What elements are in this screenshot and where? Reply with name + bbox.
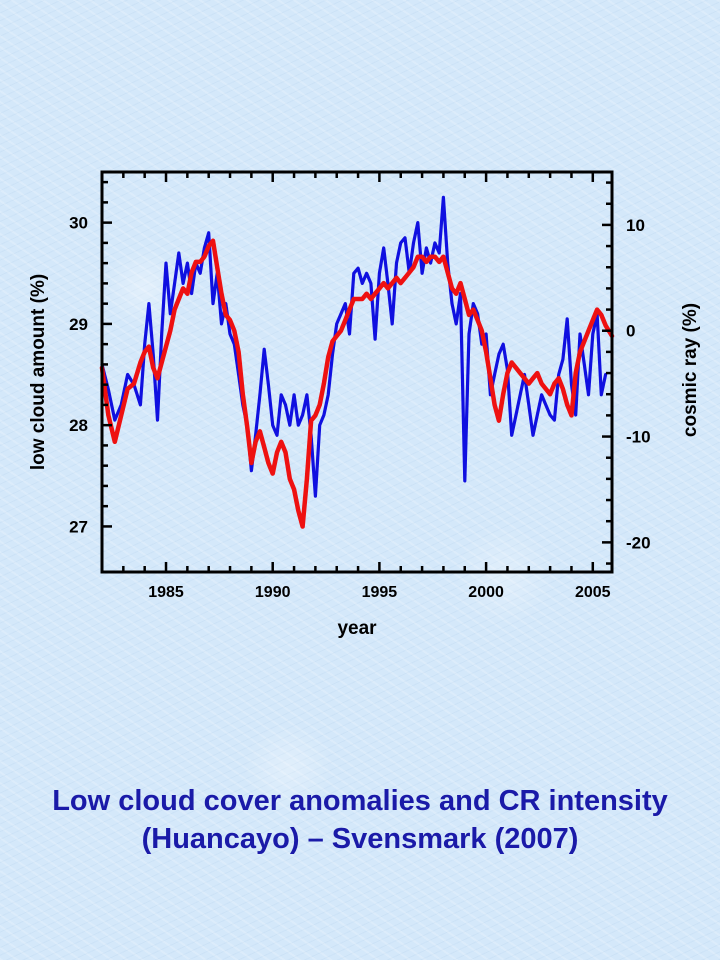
cosmic-ray-line <box>99 238 615 529</box>
y-left-tick-label: 30 <box>69 214 88 233</box>
y-left-tick-label: 28 <box>69 416 88 435</box>
series-layer <box>99 195 615 529</box>
y-right-tick-label: -10 <box>626 428 651 447</box>
line-chart: 1985 1990 1995 2000 2005 27 28 29 30 -20 -10 0 10 ye… <box>28 170 701 639</box>
y-right-tick-label: 0 <box>626 322 635 341</box>
caption-line-1: Low cloud cover anomalies and CR intensi… <box>52 785 668 817</box>
tick-label-layer: 1985 1990 1995 2000 2005 27 28 29 30 -20 -10 0 10 <box>69 214 651 601</box>
y-right-tick-label: -20 <box>626 533 651 552</box>
caption-line-2: (Huancayo) – Svensmark (2007) <box>141 823 579 855</box>
tick-layer <box>100 172 612 572</box>
x-tick-label: 1995 <box>362 584 398 601</box>
y-axis-right-label: cosmic ray (%) <box>680 303 701 437</box>
y-left-tick-label: 29 <box>69 315 88 334</box>
chart-area: 1985 1990 1995 2000 2005 27 28 29 30 -20 -10 0 10 ye… <box>28 170 701 639</box>
y-axis-left-label: low cloud amount (%) <box>28 274 49 470</box>
y-left-tick-label: 27 <box>69 517 88 536</box>
low-cloud-line <box>100 195 608 498</box>
x-axis-label: year <box>337 618 377 639</box>
x-tick-label: 1985 <box>148 584 184 601</box>
x-tick-label: 1990 <box>255 584 291 601</box>
x-tick-label: 2000 <box>468 584 504 601</box>
y-right-tick-label: 10 <box>626 216 645 235</box>
x-tick-label: 2005 <box>575 584 611 601</box>
